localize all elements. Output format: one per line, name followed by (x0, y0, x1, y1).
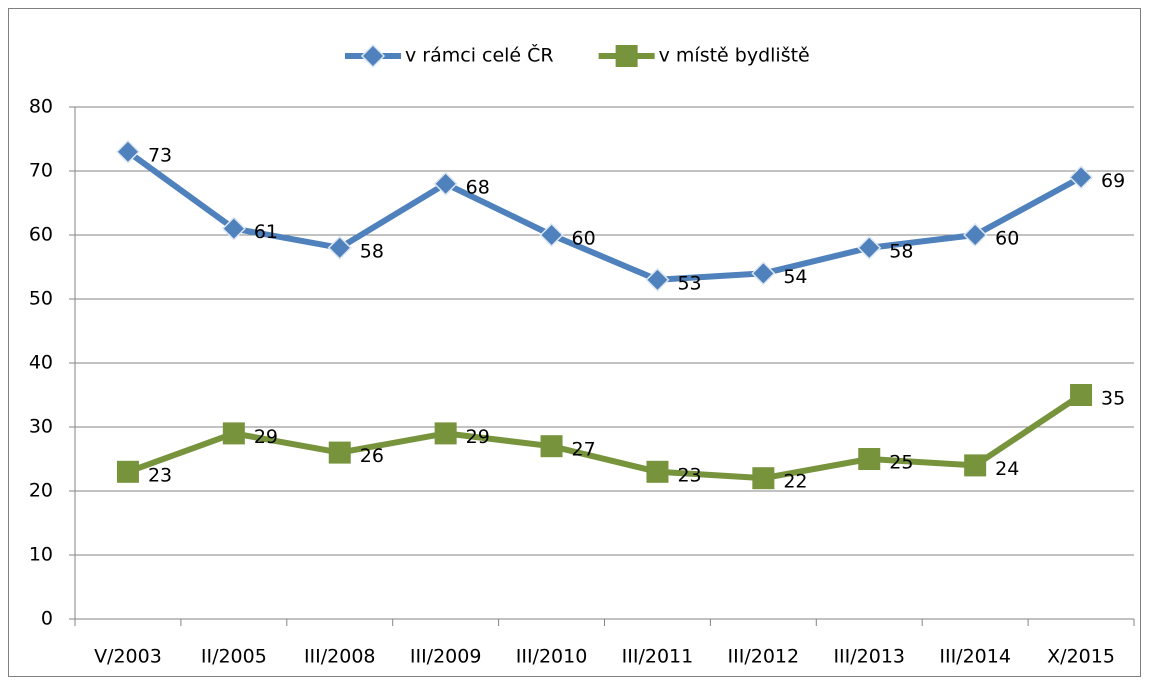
data-point (327, 235, 352, 260)
data-label: 22 (783, 471, 807, 493)
data-label: 58 (360, 240, 384, 262)
data-label: 24 (995, 458, 1019, 480)
x-tick-label: II/2005 (201, 646, 267, 668)
data-label: 25 (889, 452, 913, 474)
data-label: 53 (677, 272, 701, 294)
data-point (328, 441, 351, 464)
data-label: 69 (1101, 170, 1125, 192)
data-label: 60 (572, 228, 596, 250)
data-label: 27 (572, 439, 596, 461)
data-point (433, 171, 458, 196)
data-label: 23 (677, 464, 701, 486)
y-tick-label: 30 (29, 416, 53, 438)
x-tick-label: X/2015 (1047, 646, 1115, 668)
data-label: 35 (1101, 388, 1125, 410)
legend-marker (360, 43, 386, 69)
y-tick-label: 80 (29, 96, 53, 118)
x-tick-label: III/2008 (304, 646, 376, 668)
y-tick-label: 10 (29, 544, 53, 566)
y-tick-label: 0 (41, 608, 53, 630)
data-label: 73 (148, 144, 172, 166)
x-tick-label: III/2009 (410, 646, 482, 668)
y-tick-label: 60 (29, 224, 53, 246)
data-point (858, 448, 881, 470)
series-line (126, 149, 1083, 283)
legend-label: v místě bydliště (659, 45, 810, 67)
y-tick-label: 40 (29, 352, 53, 374)
data-point (752, 467, 775, 490)
data-label: 60 (995, 228, 1019, 250)
data-point (540, 435, 563, 458)
data-point (539, 222, 564, 248)
data-label: 26 (360, 445, 384, 467)
chart-border (8, 8, 1141, 677)
data-point (963, 222, 988, 248)
data-point (1068, 165, 1094, 190)
x-tick-label: III/2014 (939, 646, 1011, 668)
series-line (126, 392, 1083, 482)
x-tick-label: V/2003 (94, 646, 162, 668)
data-point (221, 216, 246, 241)
data-point (646, 460, 669, 483)
data-point (1070, 384, 1093, 406)
data-point (964, 454, 987, 477)
data-point (115, 139, 141, 164)
data-point (434, 422, 457, 445)
x-tick-label: III/2010 (516, 646, 588, 668)
data-point (222, 422, 245, 445)
y-tick-label: 70 (29, 160, 53, 182)
x-tick-label: III/2012 (728, 646, 800, 668)
data-label: 54 (783, 266, 807, 288)
data-label: 29 (466, 426, 490, 448)
x-tick-label: III/2013 (833, 646, 905, 668)
y-tick-label: 50 (29, 288, 53, 310)
legend-marker (615, 45, 638, 67)
data-label: 61 (254, 221, 278, 243)
data-point (645, 267, 670, 292)
legend-label: v rámci celé ČR (405, 43, 554, 67)
data-label: 68 (466, 176, 490, 198)
data-label: 58 (889, 240, 913, 262)
data-point (857, 235, 882, 260)
data-label: 29 (254, 426, 278, 448)
data-point (751, 261, 776, 286)
x-tick-label: III/2011 (622, 646, 694, 668)
data-point (116, 460, 139, 483)
y-tick-label: 20 (29, 480, 53, 502)
data-label: 23 (148, 464, 172, 486)
